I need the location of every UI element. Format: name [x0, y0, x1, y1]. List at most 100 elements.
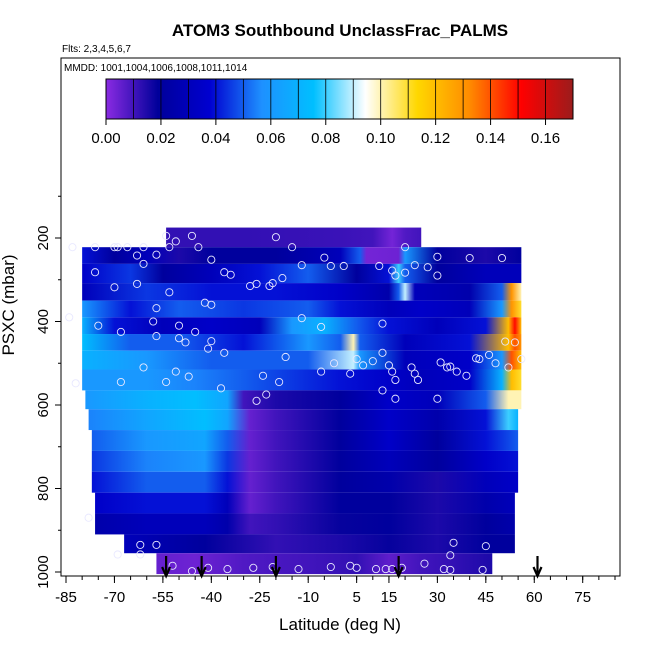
observation-point	[326, 562, 335, 572]
observation-point	[116, 377, 125, 387]
y-axis-label: PSXC (mbar)	[0, 254, 18, 355]
observation-point	[378, 319, 387, 328]
colorbar-tick-label: 0.10	[366, 130, 395, 147]
y-tick-label: 600	[35, 392, 52, 417]
colorbar-divisions	[133, 79, 546, 119]
flights-subtitle: Flts: 2,3,4,5,6,7	[62, 44, 131, 55]
observation-point	[462, 371, 471, 380]
observation-point	[162, 377, 171, 387]
colorbar-tick-label: 0.08	[311, 130, 340, 147]
observation-point	[91, 268, 100, 277]
observation-point	[139, 243, 148, 252]
heatmap-layer	[91, 471, 519, 493]
observation-point	[258, 371, 268, 380]
observation-point	[152, 304, 161, 313]
colorbar: 0.00 0.02 0.04 0.06 0.08 0.10 0.12 0.14 0.16	[91, 78, 574, 147]
colorbar-bar	[105, 78, 574, 120]
observation-point	[249, 563, 258, 572]
observation-point	[262, 390, 271, 399]
x-tick-label: 5	[352, 589, 360, 606]
observation-point	[116, 327, 125, 336]
observation-point	[439, 565, 448, 574]
observation-point	[346, 369, 355, 378]
observation-point	[384, 361, 393, 370]
observation-point	[152, 332, 161, 341]
observation-point	[281, 352, 290, 362]
x-tick-label: -40	[200, 589, 222, 606]
observation-point	[497, 253, 507, 263]
observation-point	[265, 281, 274, 291]
y-axis: 200 400 600 800 1000	[35, 195, 61, 589]
x-tick-label: 45	[477, 589, 494, 606]
heatmap-layer	[124, 534, 515, 554]
observation-point	[475, 355, 484, 364]
observation-point	[478, 565, 487, 574]
observation-point	[378, 386, 387, 395]
observation-point	[449, 538, 458, 547]
observation-point	[113, 243, 122, 252]
observation-point	[132, 251, 142, 260]
observation-point	[207, 300, 216, 309]
x-tick-label: -85	[55, 589, 77, 606]
observation-point	[168, 561, 177, 570]
observation-point	[152, 540, 161, 549]
observation-point	[165, 288, 174, 297]
colorbar-tick-label: 0.02	[146, 130, 175, 147]
observation-point	[491, 359, 500, 368]
observation-point	[84, 513, 93, 522]
observation-point	[423, 263, 432, 272]
x-tick-label: -70	[104, 589, 126, 606]
observation-point	[171, 367, 180, 376]
x-tick-label: 60	[526, 589, 543, 606]
colorbar-tick-label: 0.12	[421, 130, 450, 147]
x-tick-label: -55	[152, 589, 174, 606]
observation-point	[271, 233, 280, 242]
observation-point	[165, 243, 174, 252]
observation-point	[123, 243, 132, 252]
x-tick-label: 75	[574, 589, 591, 606]
heatmap-layer	[166, 227, 422, 248]
observation-point	[191, 327, 200, 336]
observation-point	[410, 369, 419, 378]
heatmap-layer	[91, 430, 519, 451]
observation-point	[401, 268, 410, 277]
heatmap-layer	[85, 390, 522, 410]
observation-point	[401, 243, 410, 252]
observation-point	[368, 357, 377, 366]
observation-point	[181, 338, 190, 347]
observation-point	[352, 563, 361, 572]
heatmap-layer	[82, 369, 522, 391]
observation-point	[485, 350, 494, 359]
observation-point	[113, 550, 122, 559]
observation-point	[407, 363, 416, 372]
y-tick-label: 1000	[35, 555, 52, 588]
observation-point	[207, 255, 216, 264]
observation-point	[132, 279, 142, 288]
observation-point	[184, 372, 193, 381]
y-tick-label: 800	[35, 476, 52, 501]
observation-point	[275, 377, 284, 387]
observation-point	[510, 338, 519, 347]
observation-point	[452, 367, 461, 376]
observation-point	[381, 565, 390, 574]
heatmap-layer	[82, 350, 522, 370]
heatmap-layer	[82, 283, 522, 301]
observation-point	[187, 231, 196, 240]
observation-point	[226, 270, 235, 279]
observation-point	[504, 363, 513, 372]
x-tick-label: 15	[381, 589, 398, 606]
observation-point	[443, 363, 452, 372]
observation-point	[136, 550, 145, 559]
observation-points	[65, 231, 526, 576]
x-tick-label: -25	[249, 589, 271, 606]
observation-point	[501, 337, 510, 346]
observation-point	[204, 344, 213, 353]
heatmap-layer	[82, 247, 522, 264]
heatmap-layers	[82, 227, 522, 575]
observation-point	[171, 237, 180, 246]
observation-point	[207, 337, 216, 346]
observation-point	[136, 540, 145, 549]
observation-point	[320, 253, 329, 262]
observation-point	[391, 375, 400, 385]
observation-point	[433, 271, 442, 280]
